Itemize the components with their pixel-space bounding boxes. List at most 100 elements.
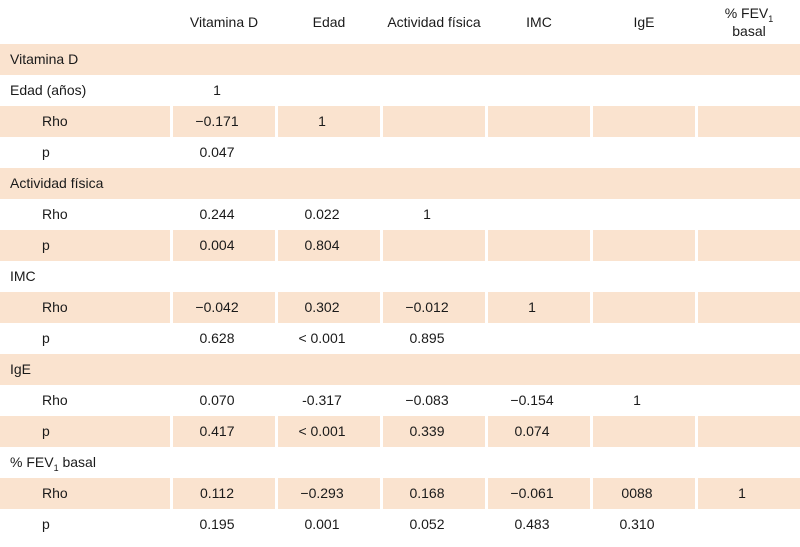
table-cell — [698, 199, 800, 230]
table-cell: −0.061 — [488, 478, 590, 509]
table-row: p 0.195 0.001 0.052 0.483 0.310 — [0, 509, 800, 540]
row-label: Rho — [42, 206, 68, 222]
row-label: p — [0, 416, 170, 447]
column-header-edad: Edad — [312, 14, 346, 30]
table-cell: 1 — [278, 106, 380, 137]
table-cell — [698, 416, 800, 447]
table-row: Rho 0.070 -0.317 −0.083 −0.154 1 — [0, 385, 800, 416]
table-cell — [488, 199, 590, 230]
row-label: Rho — [0, 478, 170, 509]
table-cell: 0.628 — [199, 330, 235, 346]
table-cell — [698, 137, 800, 168]
table-cell — [488, 137, 590, 168]
table-cell: -0.317 — [302, 392, 342, 408]
table-cell: 0.022 — [304, 206, 340, 222]
row-label: Rho — [42, 392, 68, 408]
table-row: p 0.628 < 0.001 0.895 — [0, 323, 800, 354]
column-header-actividad-fisica: Actividad física — [387, 14, 481, 30]
table-cell: < 0.001 — [298, 330, 346, 346]
table-cell: −0.171 — [173, 106, 275, 137]
section-row-actividad-fisica: Actividad física — [0, 168, 800, 199]
section-row-fev1-basal: % FEV1 basal — [0, 447, 800, 478]
table-cell — [698, 75, 800, 106]
table-cell: −0.042 — [173, 292, 275, 323]
fev1-header-line2: basal — [732, 23, 766, 39]
table-row: Rho 0.244 0.022 1 — [0, 199, 800, 230]
table-cell — [383, 106, 485, 137]
section-label-suffix: basal — [58, 454, 96, 470]
column-header-empty — [0, 0, 170, 44]
section-row-imc: IMC — [10, 268, 36, 284]
table-cell: 0.168 — [383, 478, 485, 509]
table-cell: 0.895 — [409, 330, 445, 346]
table-cell — [593, 106, 695, 137]
row-label: Edad (años) — [10, 82, 87, 98]
table-cell — [488, 230, 590, 261]
section-row-ige: IgE — [0, 354, 800, 385]
table-cell — [593, 292, 695, 323]
row-label: p — [42, 330, 50, 346]
table-cell: −0.154 — [510, 392, 554, 408]
table-row: p 0.417 < 0.001 0.339 0.074 — [0, 416, 800, 447]
fev1-header-label: % FEV1 basal — [725, 4, 774, 40]
table-row: Edad (años) 1 — [0, 75, 800, 106]
table-row: Rho −0.042 0.302 −0.012 1 — [0, 292, 800, 323]
table-cell — [698, 509, 800, 540]
column-header-fev1-basal: % FEV1 basal — [698, 0, 800, 44]
table-cell: 0.339 — [383, 416, 485, 447]
table-cell: 1 — [213, 82, 221, 98]
table-cell — [383, 75, 485, 106]
table-cell: 0.310 — [619, 516, 655, 532]
table-cell: 1 — [698, 478, 800, 509]
table-cell — [488, 106, 590, 137]
fev1-subscript: 1 — [53, 462, 59, 473]
column-header-ige: IgE — [633, 14, 655, 30]
table-cell — [698, 385, 800, 416]
table-cell: 1 — [423, 206, 431, 222]
table-cell — [488, 323, 590, 354]
table-cell: 0.244 — [199, 206, 235, 222]
table-cell — [593, 323, 695, 354]
row-label: p — [42, 516, 50, 532]
column-header-vitamina-d: Vitamina D — [189, 14, 259, 30]
table-cell — [593, 230, 695, 261]
table-cell: < 0.001 — [278, 416, 380, 447]
table-cell: 0.417 — [173, 416, 275, 447]
table-cell — [488, 75, 590, 106]
table-cell: 0.070 — [199, 392, 235, 408]
table-row: Rho 0.112 −0.293 0.168 −0.061 0088 1 — [0, 478, 800, 509]
table-cell — [593, 75, 695, 106]
table-cell: 0.047 — [199, 144, 235, 160]
table-cell — [593, 137, 695, 168]
table-cell: 0.302 — [278, 292, 380, 323]
row-label: p — [0, 230, 170, 261]
table-cell — [593, 416, 695, 447]
table-cell: −0.012 — [383, 292, 485, 323]
row-label: p — [42, 144, 50, 160]
table-row: p 0.047 — [0, 137, 800, 168]
table-cell: 1 — [488, 292, 590, 323]
table-cell: −0.083 — [405, 392, 449, 408]
table-cell — [698, 106, 800, 137]
table-cell — [593, 199, 695, 230]
section-label-prefix: % FEV — [10, 454, 54, 470]
table-cell — [278, 137, 380, 168]
table-cell — [383, 230, 485, 261]
section-row-vitamina-d: Vitamina D — [0, 44, 800, 75]
table-header-row: Vitamina D Edad Actividad física IMC IgE… — [0, 0, 800, 44]
table-row: Rho −0.171 1 — [0, 106, 800, 137]
table-cell — [278, 75, 380, 106]
column-header-imc: IMC — [526, 14, 552, 30]
row-label: Rho — [0, 292, 170, 323]
table-cell: 0.483 — [514, 516, 550, 532]
table-cell: 0088 — [593, 478, 695, 509]
table-row: p 0.004 0.804 — [0, 230, 800, 261]
table-cell: 0.804 — [278, 230, 380, 261]
table-cell: 0.112 — [173, 478, 275, 509]
table-cell — [698, 292, 800, 323]
table-cell: 0.052 — [409, 516, 445, 532]
table-cell: 0.074 — [488, 416, 590, 447]
table-cell: 0.001 — [304, 516, 340, 532]
fev1-header-prefix: % FEV — [724, 5, 769, 21]
